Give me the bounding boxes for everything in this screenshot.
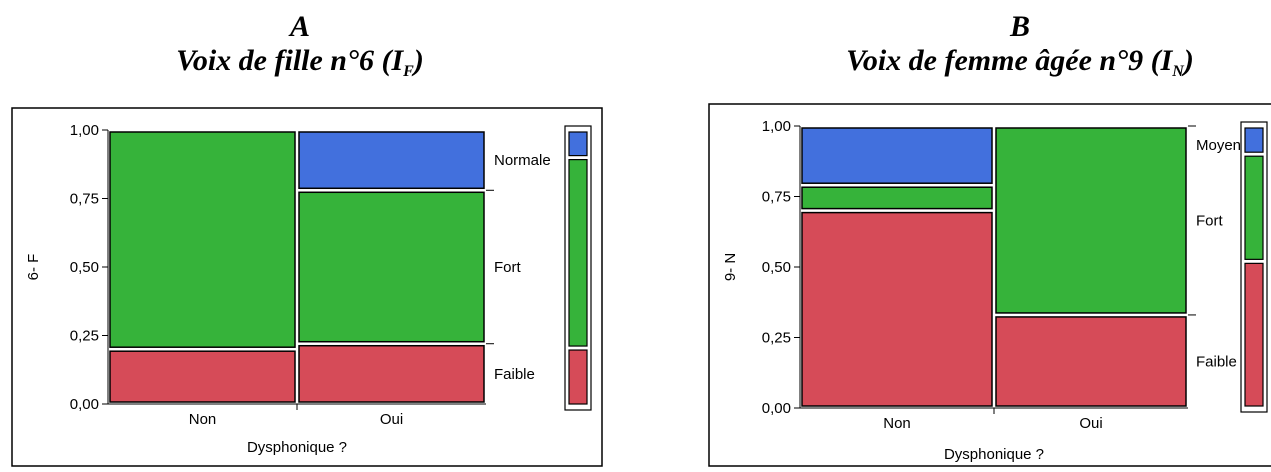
y-tick-label-a: 0,25 [70,328,99,345]
x-axis-label-b: Dysphonique ? [944,446,1044,463]
category-label-b-faible: Faible [1196,353,1237,370]
mosaic-cell-b-non-faible [801,211,993,407]
chart-b-title: B Voix de femme âgée n°9 (IN) [830,10,1210,80]
legend-swatch-b-moyen [1244,127,1264,153]
chart-a-title-main: Voix de fille n°6 (I [176,44,404,77]
y-tick-label-b: 0,25 [762,330,791,347]
x-tick-label-a: Non [189,411,217,428]
legend-swatch-a-faible [568,349,588,405]
mosaic-cell-a-non-fort [109,131,296,348]
x-tick-label-a: Oui [380,411,403,428]
chart-a-title-sub: F [403,63,414,80]
mosaic-cell-b-non-fort [801,186,993,210]
y-axis-label-a: 6- F [25,254,42,281]
y-tick-label-a: 0,75 [70,191,99,208]
y-tick-label-a: 1,00 [70,122,99,139]
mosaic-cell-b-oui-faible [995,316,1187,407]
y-tick-label-b: 0,00 [762,400,791,417]
y-tick-label-a: 0,00 [70,396,99,413]
chart-a-title: A Voix de fille n°6 (IF) [150,10,450,80]
chart-a-letter: A [289,10,310,43]
mosaic-cell-a-oui-faible [298,344,485,403]
category-label-a-normale: Normale [494,152,551,169]
mosaic-cell-a-oui-fort [298,191,485,343]
category-label-a-fort: Fort [494,259,522,276]
mosaic-cell-b-oui-fort [995,127,1187,314]
chart-b-title-main: Voix de femme âgée n°9 (I [846,44,1173,77]
chart-b-title-end: ) [1183,44,1194,77]
x-tick-label-b: Non [883,415,911,432]
chart-b-title-sub: N [1172,63,1184,80]
chart-b-frame [708,103,1271,467]
legend-swatch-a-normale [568,131,588,157]
y-tick-label-b: 0,50 [762,259,791,276]
chart-a-frame [11,107,603,467]
y-tick-label-a: 0,50 [70,259,99,276]
category-label-a-faible: Faible [494,366,535,383]
mosaic-cell-a-non-faible [109,350,296,403]
legend-swatch-b-faible [1244,262,1264,407]
x-tick-label-b: Oui [1079,415,1102,432]
category-label-b-moyen: Moyen [1196,137,1241,154]
chart-a-title-end: ) [413,44,424,77]
mosaic-cell-a-oui-normale [298,131,485,190]
x-axis-label-a: Dysphonique ? [247,439,347,456]
legend-swatch-a-fort [568,159,588,347]
legend-swatch-b-fort [1244,155,1264,260]
y-axis-label-b: 9- N [722,253,739,281]
y-tick-label-b: 0,75 [762,189,791,206]
chart-b-letter: B [1009,10,1030,43]
mosaic-cell-b-non-moyen [801,127,993,184]
y-tick-label-b: 1,00 [762,118,791,135]
category-label-b-fort: Fort [1196,212,1224,229]
